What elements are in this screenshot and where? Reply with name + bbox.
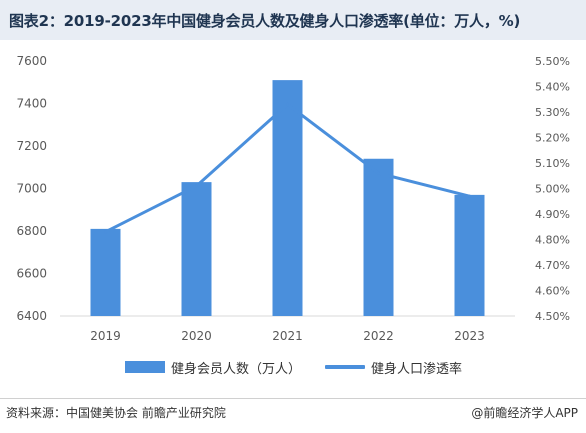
brand-text: @前瞻经济学人APP bbox=[471, 406, 578, 420]
y-left-tick-label: 6600 bbox=[16, 267, 47, 281]
legend-bar-swatch bbox=[125, 361, 165, 373]
y-right-tick-label: 5.00% bbox=[535, 183, 570, 196]
legend-item-members: 健身会员人数（万人） bbox=[125, 355, 301, 379]
y-left-tick-label: 7400 bbox=[16, 97, 47, 111]
point-penetration bbox=[195, 184, 198, 188]
y-left-tick-label: 7000 bbox=[16, 182, 47, 196]
point-penetration bbox=[377, 171, 380, 175]
title-bar: 图表2：2019-2023年中国健身会员人数及健身人口渗透率(单位：万人，%) bbox=[0, 0, 586, 40]
chart-canvas: 6400 6600 6800 7000 7200 7400 7600 4.50% 4.60% 4.… bbox=[16, 54, 570, 343]
bar-members bbox=[363, 158, 394, 316]
x-tick-label: 2023 bbox=[454, 329, 485, 343]
y-left-tick-label: 7600 bbox=[16, 54, 47, 68]
y-right-tick-label: 4.60% bbox=[535, 285, 570, 298]
source-text: 资料来源：中国健美协会 前瞻产业研究院 bbox=[6, 406, 226, 420]
y-right-tick-label: 5.30% bbox=[535, 106, 570, 119]
chart-legend: 健身会员人数（万人） 健身人口渗透率 bbox=[0, 355, 586, 379]
x-tick-label: 2019 bbox=[90, 329, 121, 343]
y-left-tick-label: 6800 bbox=[16, 224, 47, 238]
footer-divider bbox=[0, 398, 586, 399]
x-tick-label: 2020 bbox=[181, 329, 212, 343]
point-penetration bbox=[104, 230, 107, 234]
y-right-tick-label: 4.90% bbox=[535, 208, 570, 221]
bar-members bbox=[90, 228, 121, 316]
y-right-tick-label: 5.50% bbox=[535, 55, 570, 68]
x-tick-label: 2022 bbox=[363, 329, 394, 343]
y-right-tick-label: 4.80% bbox=[535, 234, 570, 247]
legend-item-penetration: 健身人口渗透率 bbox=[325, 355, 462, 379]
point-penetration bbox=[286, 102, 289, 106]
y-right-tick-label: 4.70% bbox=[535, 259, 570, 272]
bar-members bbox=[272, 80, 303, 316]
y-right-tick-label: 5.10% bbox=[535, 157, 570, 170]
y-right-tick-label: 5.20% bbox=[535, 132, 570, 145]
x-tick-label: 2021 bbox=[272, 329, 303, 343]
y-left-tick-label: 7200 bbox=[16, 139, 47, 153]
y-left-tick-label: 6400 bbox=[16, 309, 47, 323]
y-right-tick-label: 5.40% bbox=[535, 81, 570, 94]
bar-members bbox=[181, 182, 212, 316]
point-penetration bbox=[468, 194, 471, 198]
legend-label-penetration: 健身人口渗透率 bbox=[371, 361, 463, 377]
bar-members bbox=[454, 194, 485, 316]
y-right-tick-label: 4.50% bbox=[535, 310, 570, 323]
chart-title: 图表2：2019-2023年中国健身会员人数及健身人口渗透率(单位：万人，%) bbox=[9, 12, 521, 30]
legend-line-swatch bbox=[325, 365, 365, 369]
legend-label-members: 健身会员人数（万人） bbox=[171, 361, 302, 377]
